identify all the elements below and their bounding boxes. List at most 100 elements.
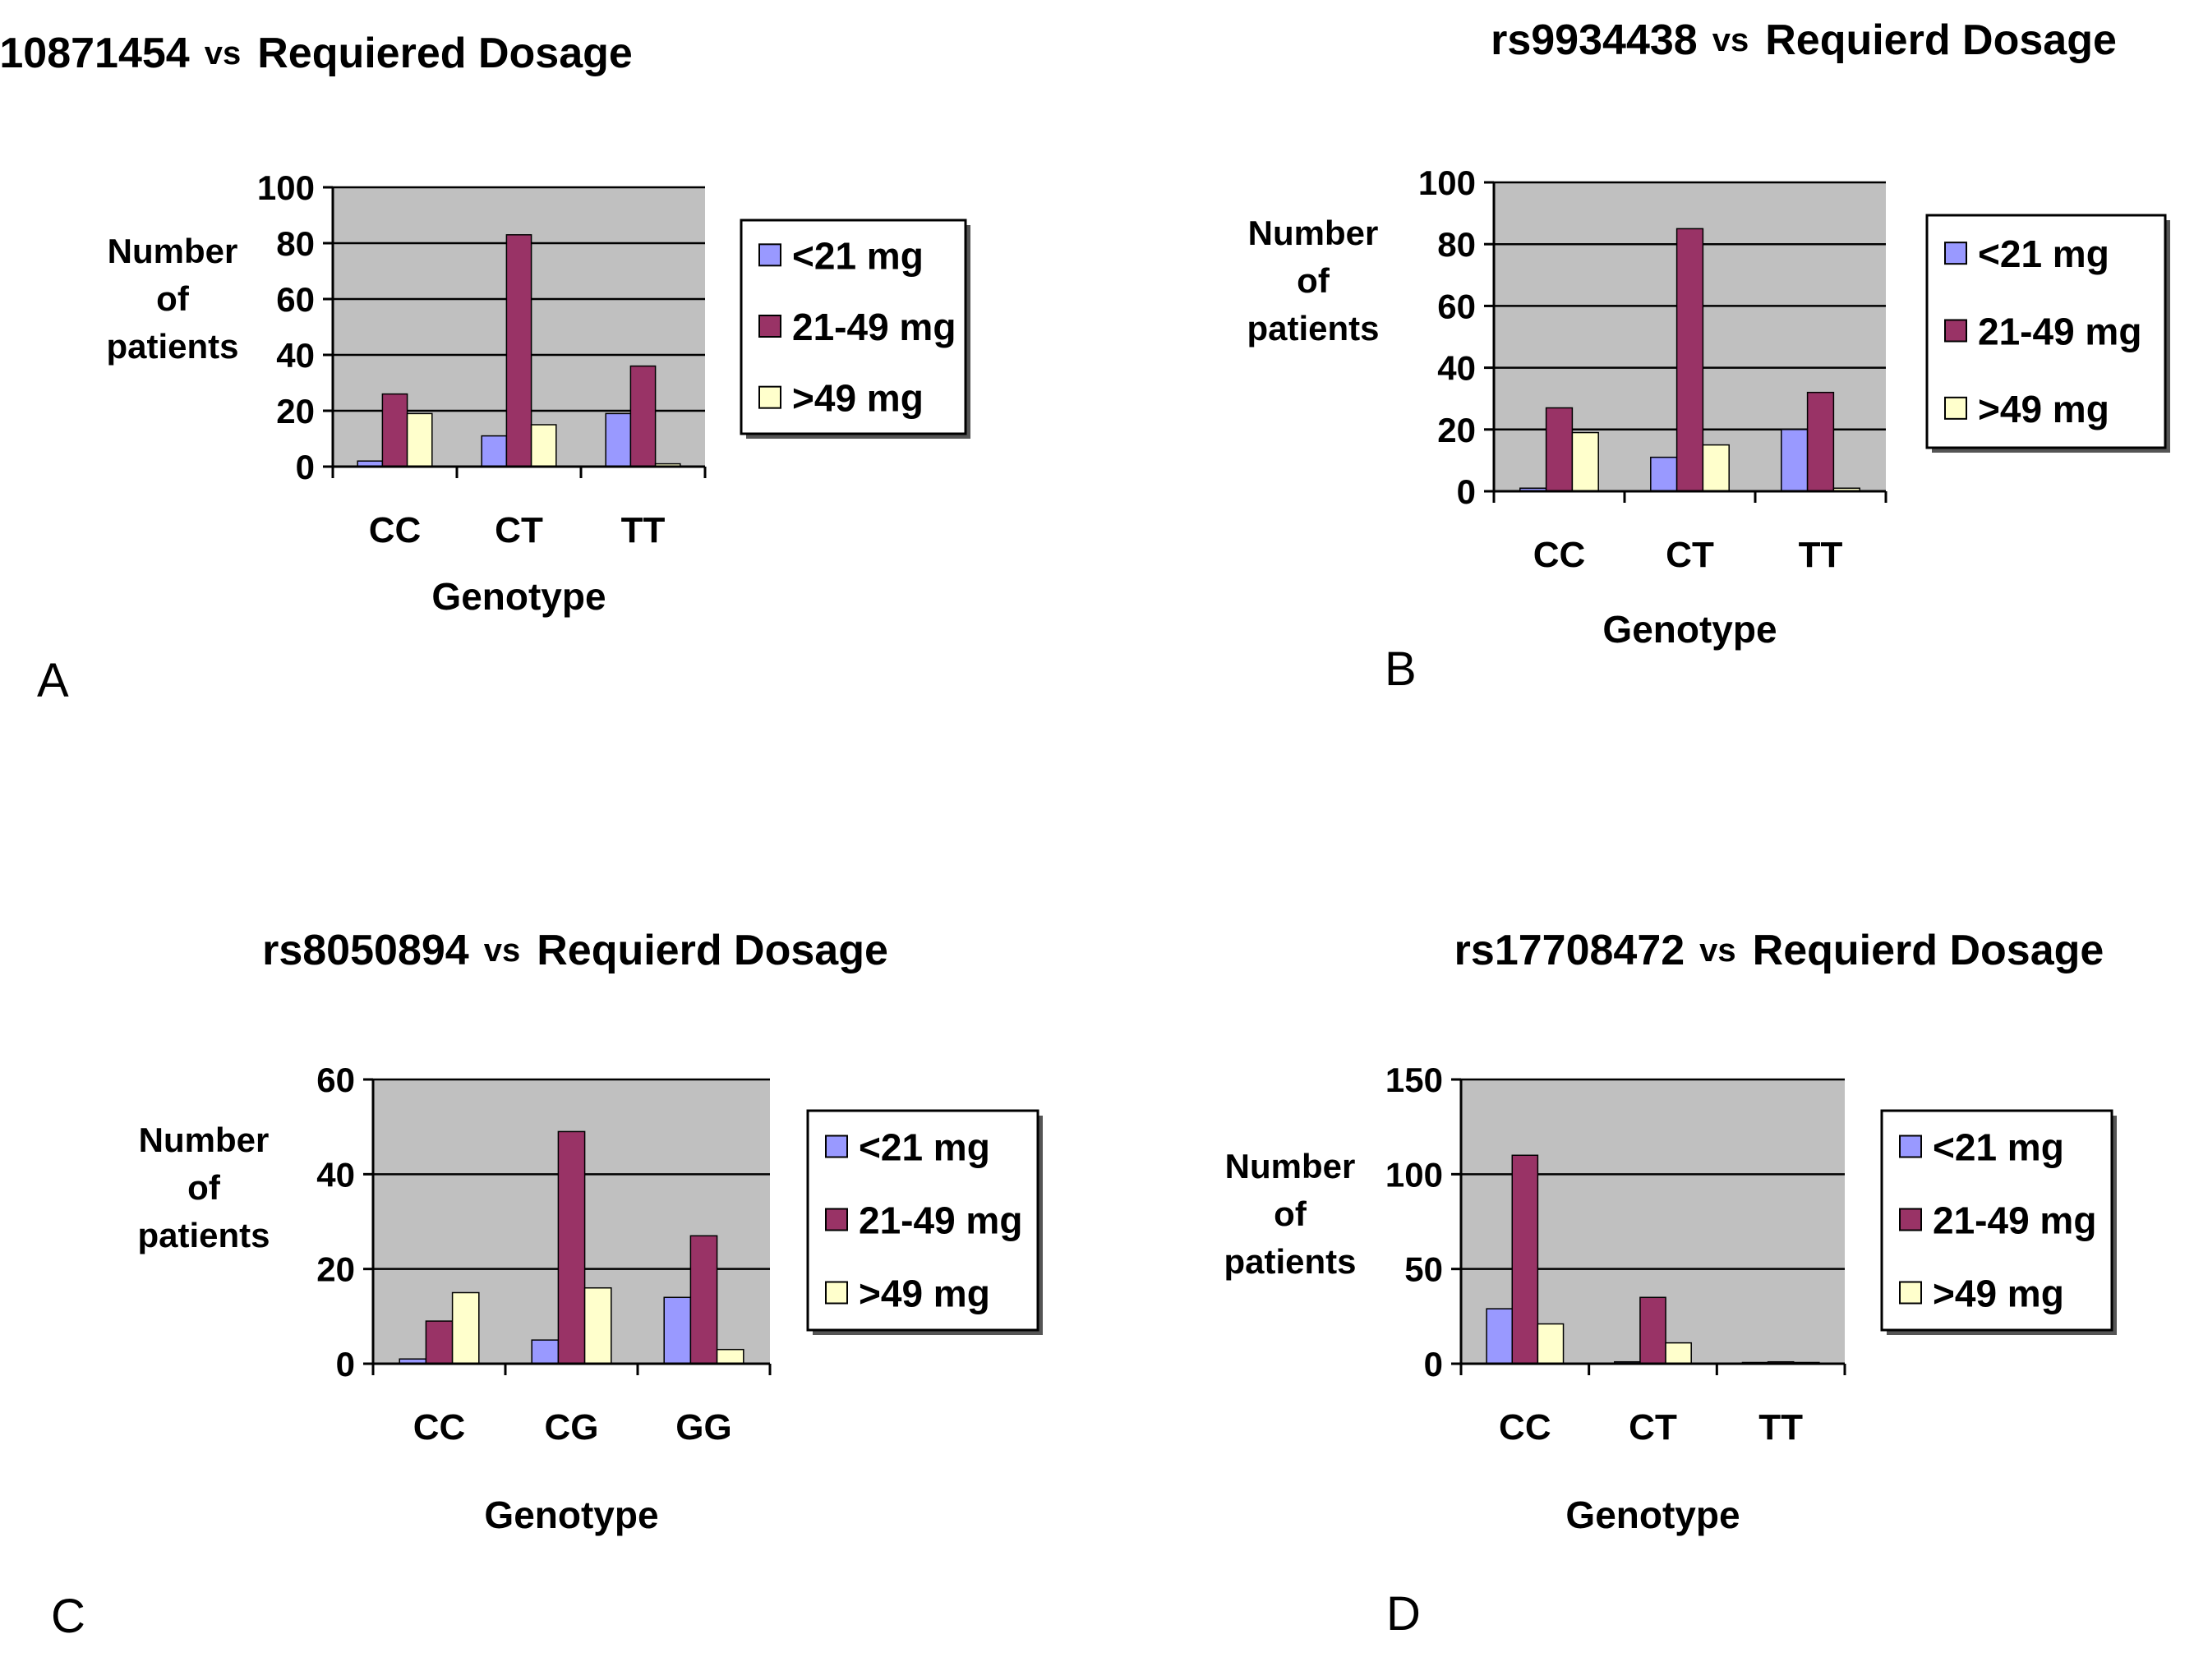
chart-d-xlabel: Genotype xyxy=(1565,1494,1740,1536)
chart-panel-a: rs10871454 vs Requiered Dosage 0 20 40 60 80 100… xyxy=(0,0,1097,840)
chart-c-legend-label: 21-49 mg xyxy=(859,1199,1022,1242)
chart-a-bar xyxy=(505,234,532,467)
chart-b-xlabel: Genotype xyxy=(1602,608,1777,651)
chart-d-title-vs: vs xyxy=(1699,932,1736,969)
chart-a-xtick-label: TT xyxy=(621,510,666,550)
chart-b-ytick-label: 100 xyxy=(1418,163,1476,202)
chart-d-bar xyxy=(1511,1154,1539,1365)
chart-a-bar xyxy=(605,412,632,467)
chart-b-xtick-label: TT xyxy=(1799,535,1843,575)
chart-b-legend-label: 21-49 mg xyxy=(1978,311,2141,353)
chart-d-legend-label: <21 mg xyxy=(1933,1126,2064,1169)
chart-d-xtick-label: TT xyxy=(1758,1407,1803,1448)
chart-b-title: rs9934438 vs Requierd Dosage xyxy=(1491,16,2117,64)
chart-c-xtick-label: CG xyxy=(545,1407,599,1448)
chart-c-ylabel: Number xyxy=(139,1121,270,1159)
chart-c-ytick-label: 60 xyxy=(316,1061,355,1099)
chart-c-xtick-label: CC xyxy=(413,1407,466,1448)
chart-a-legend-swatch xyxy=(758,243,781,267)
chart-c-panel-letter: C xyxy=(51,1590,85,1643)
chart-c-bar xyxy=(689,1235,718,1365)
chart-c-bar xyxy=(716,1348,744,1365)
chart-b-legend-swatch xyxy=(1944,396,1967,420)
chart-c-bar xyxy=(557,1130,586,1365)
chart-a-legend-label: <21 mg xyxy=(792,234,924,277)
chart-d-ylabel: Number xyxy=(1225,1147,1356,1185)
chart-d-legend-label: 21-49 mg xyxy=(1933,1199,2096,1242)
chart-d-bar xyxy=(1486,1308,1514,1365)
chart-a-ytick-label: 80 xyxy=(276,224,315,263)
chart-b-legend-swatch xyxy=(1944,319,1967,343)
chart-b-panel-letter: B xyxy=(1385,642,1417,696)
chart-b-bar xyxy=(1571,431,1599,492)
chart-b-bar xyxy=(1806,391,1835,492)
chart-c-legend-label: >49 mg xyxy=(859,1273,990,1315)
chart-c-ylabel: of xyxy=(187,1168,221,1207)
chart-c-legend-swatch xyxy=(825,1281,848,1305)
chart-a-legend-swatch xyxy=(758,315,781,338)
chart-c-bar xyxy=(425,1320,454,1365)
chart-c-svg: rs8050894 vs Requierd Dosage 0 20 40 60 CC CG GG G… xyxy=(51,927,1043,1643)
chart-a-ytick-label: 40 xyxy=(276,336,315,375)
chart-c-ytick-label: 20 xyxy=(316,1250,355,1289)
chart-a-bar xyxy=(381,393,408,467)
chart-d-title-rest: Requierd Dosage xyxy=(1753,927,2104,974)
chart-b-ylabel: Number xyxy=(1248,214,1379,252)
chart-a-xtick-label: CT xyxy=(495,510,543,550)
chart-c-xlabel: Genotype xyxy=(484,1494,658,1536)
chart-b-xtick-label: CC xyxy=(1533,535,1586,575)
chart-b-ylabel: of xyxy=(1297,261,1330,300)
chart-d-svg: rs17708472 vs Requierd Dosage 0 50 100 150 CC CT… xyxy=(1224,927,2117,1641)
chart-a-title-vs: vs xyxy=(205,35,242,71)
chart-a-title: rs10871454 vs Requiered Dosage xyxy=(0,30,633,77)
chart-c-legend-swatch xyxy=(825,1135,848,1158)
chart-c-title-snp: rs8050894 xyxy=(262,927,469,974)
chart-b-bar xyxy=(1702,444,1730,492)
chart-a-xlabel: Genotype xyxy=(431,575,606,618)
chart-a-ylabel: of xyxy=(156,279,190,318)
chart-d-ytick-label: 0 xyxy=(1424,1345,1443,1383)
chart-b-legend-label: >49 mg xyxy=(1978,388,2109,430)
chart-a-bar xyxy=(481,435,508,467)
chart-a-ytick-label: 100 xyxy=(257,168,315,207)
chart-a-legend-swatch xyxy=(758,385,781,409)
chart-a-xtick-label: CC xyxy=(369,510,422,550)
chart-a-legend-label: 21-49 mg xyxy=(792,306,956,348)
chart-c-title-vs: vs xyxy=(484,932,521,969)
chart-b-bar xyxy=(1675,228,1704,492)
chart-b-title-snp: rs9934438 xyxy=(1491,16,1698,64)
chart-d-title: rs17708472 vs Requierd Dosage xyxy=(1454,927,2104,974)
chart-c-ylabel: patients xyxy=(137,1216,270,1254)
chart-d-xtick-label: CC xyxy=(1499,1407,1551,1448)
chart-b-title-rest: Requierd Dosage xyxy=(1765,16,2117,64)
chart-b-svg: rs9934438 vs Requierd Dosage 0 20 40 60 80 100 CC… xyxy=(1247,16,2170,696)
chart-b-bar xyxy=(1781,429,1809,492)
chart-d-legend-swatch xyxy=(1899,1281,1922,1305)
chart-b-ytick-label: 0 xyxy=(1457,472,1476,511)
chart-d-bar xyxy=(1537,1323,1565,1365)
chart-b-legend-label: <21 mg xyxy=(1978,232,2109,275)
chart-a-bar xyxy=(629,365,657,467)
chart-b-ytick-label: 60 xyxy=(1437,287,1476,325)
chart-c-xtick-label: GG xyxy=(675,1407,731,1448)
chart-d-legend-swatch xyxy=(1899,1208,1922,1231)
chart-a-title-rest: Requiered Dosage xyxy=(257,30,633,77)
chart-a-ylabel: Number xyxy=(108,232,238,270)
chart-d-legend-swatch xyxy=(1899,1135,1922,1158)
chart-d-legend-label: >49 mg xyxy=(1933,1273,2064,1315)
chart-d-ylabel: patients xyxy=(1224,1242,1356,1281)
chart-a-title-snp: rs10871454 xyxy=(0,30,190,77)
chart-c-legend-swatch xyxy=(825,1208,848,1231)
chart-a-ytick-label: 20 xyxy=(276,392,315,430)
chart-a-legend-label: >49 mg xyxy=(792,377,924,420)
chart-b-legend-swatch xyxy=(1944,242,1967,265)
chart-d-xtick-label: CT xyxy=(1629,1407,1677,1448)
chart-b-bar xyxy=(1545,407,1574,492)
chart-a-ytick-label: 0 xyxy=(296,448,315,486)
chart-c-title: rs8050894 vs Requierd Dosage xyxy=(262,927,888,974)
chart-d-panel-letter: D xyxy=(1386,1587,1421,1641)
chart-c-bar xyxy=(531,1339,560,1365)
chart-c-bar xyxy=(663,1296,692,1365)
chart-d-bar xyxy=(1665,1342,1692,1365)
chart-c-ytick-label: 40 xyxy=(316,1155,355,1194)
